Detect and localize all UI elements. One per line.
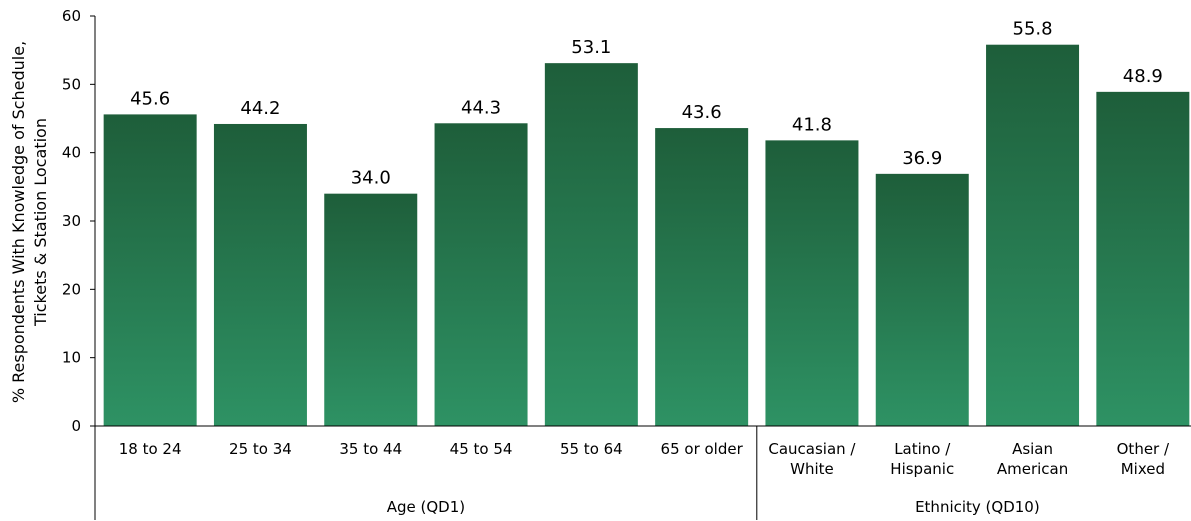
data-label: 44.2	[240, 98, 280, 119]
category-label: American	[997, 460, 1068, 478]
data-label: 41.8	[792, 114, 832, 135]
bar	[544, 63, 638, 427]
data-label: 44.3	[461, 97, 501, 118]
category-label: Latino /	[894, 440, 951, 458]
bar	[765, 140, 859, 426]
category-label: 18 to 24	[119, 440, 182, 458]
bar	[655, 128, 749, 427]
y-tick-label: 60	[62, 7, 81, 25]
y-axis-title-line-2: Tickets & Station Location	[31, 118, 50, 327]
data-label: 36.9	[902, 148, 942, 169]
bar	[324, 193, 418, 426]
data-label: 48.9	[1123, 66, 1163, 87]
bar	[875, 173, 969, 426]
category-label: 25 to 34	[229, 440, 292, 458]
data-label: 34.0	[351, 168, 391, 189]
category-label: Hispanic	[890, 460, 954, 478]
y-tick-label: 10	[62, 349, 81, 367]
y-tick-label: 30	[62, 212, 81, 230]
category-label: Asian	[1012, 440, 1053, 458]
data-label: 43.6	[682, 102, 722, 123]
group-label: Age (QD1)	[387, 498, 465, 516]
y-tick-label: 0	[71, 417, 81, 435]
category-label: 35 to 44	[339, 440, 402, 458]
bar	[1096, 91, 1190, 426]
category-label: Caucasian /	[768, 440, 856, 458]
y-tick-label: 40	[62, 144, 81, 162]
data-label: 53.1	[571, 37, 611, 58]
y-tick-label: 50	[62, 75, 81, 93]
group-label: Ethnicity (QD10)	[915, 498, 1040, 516]
bars: 45.6 44.2 34.0 44.3 53.1 43.6 41.8 36.9 55.8 48.9	[103, 19, 1190, 427]
data-label: 45.6	[130, 88, 170, 109]
y-axis-title: % Respondents With Knowledge of Schedule…	[9, 41, 50, 403]
category-label: Other /	[1117, 440, 1170, 458]
bar	[986, 44, 1080, 426]
data-label: 55.8	[1013, 19, 1053, 40]
category-label: Mixed	[1121, 460, 1165, 478]
bar	[434, 123, 528, 427]
bar	[213, 123, 307, 426]
bar	[103, 114, 197, 427]
category-label: 55 to 64	[560, 440, 623, 458]
category-label: 65 or older	[661, 440, 744, 458]
category-label: White	[790, 460, 834, 478]
x-axis: 18 to 24 25 to 34 35 to 44 45 to 54 55 to 64…	[94, 425, 1191, 520]
category-label: 45 to 54	[450, 440, 513, 458]
y-axis: 0 10 20 30 40 50 60	[62, 7, 96, 435]
y-axis-title-line-1: % Respondents With Knowledge of Schedule…	[9, 41, 28, 403]
y-tick-label: 20	[62, 280, 81, 298]
